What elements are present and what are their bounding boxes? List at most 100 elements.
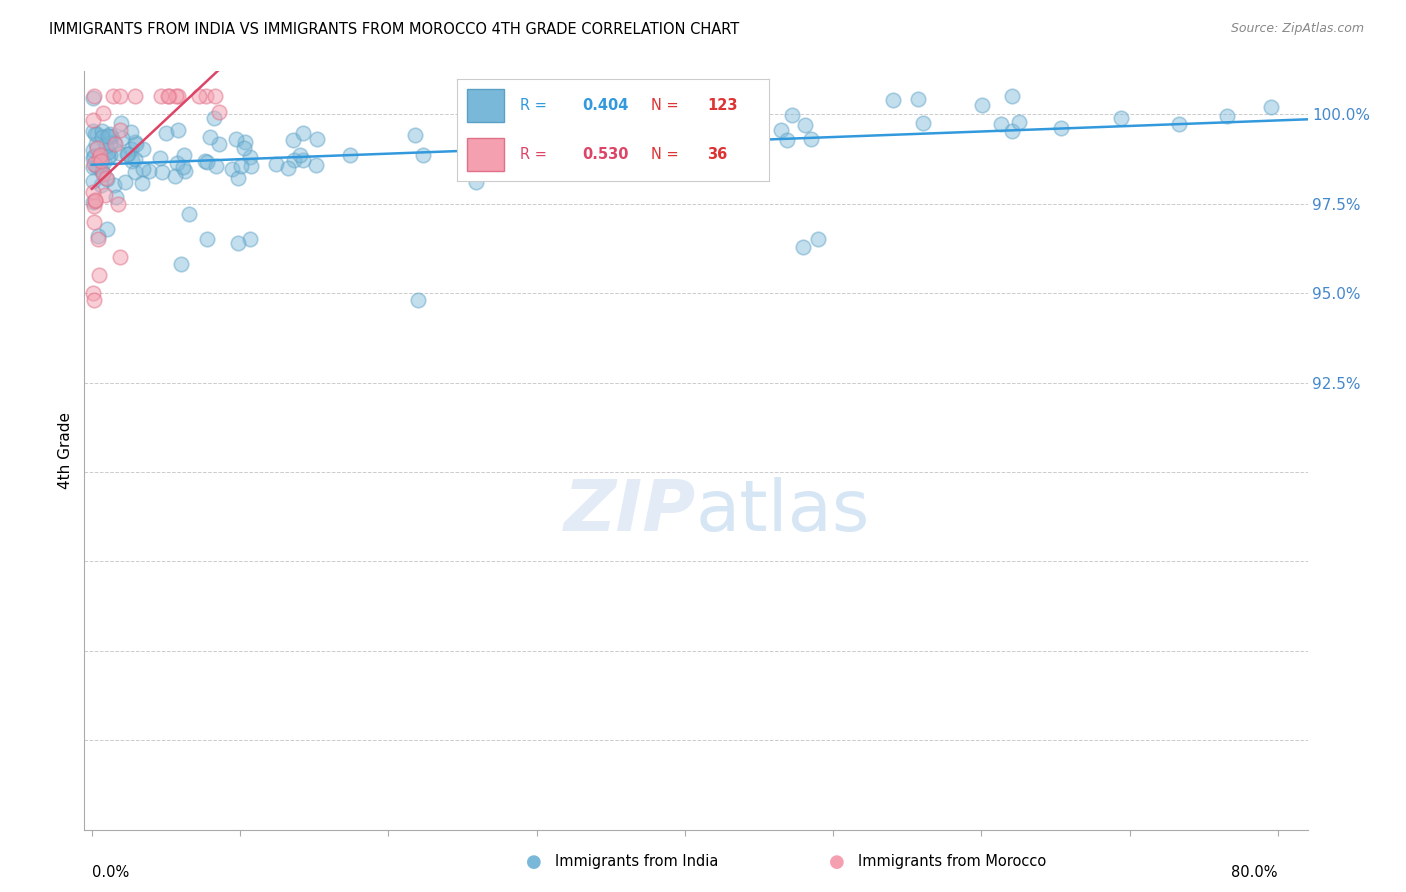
Point: [239, 150, 262, 164]
Text: ●: ●: [526, 853, 543, 871]
Point: [155, 126, 177, 140]
Point: [82, 286, 104, 301]
Point: [86, 127, 108, 141]
Text: IMMIGRANTS FROM INDIA VS IMMIGRANTS FROM MOROCCO 4TH GRADE CORRELATION CHART: IMMIGRANTS FROM INDIA VS IMMIGRANTS FROM…: [49, 22, 740, 37]
Point: [89, 148, 111, 162]
Point: [195, 155, 218, 169]
Point: [97, 150, 120, 164]
Point: [87, 151, 110, 165]
Point: [288, 148, 311, 162]
Point: [202, 111, 225, 125]
Point: [86, 140, 108, 154]
Point: [82, 143, 104, 157]
Point: [226, 235, 249, 250]
Point: [83, 89, 105, 103]
Point: [82, 123, 104, 137]
Point: [82, 185, 104, 199]
Point: [339, 148, 361, 162]
Point: [229, 159, 252, 173]
Text: 80.0%: 80.0%: [1232, 865, 1278, 880]
Text: atlas: atlas: [696, 476, 870, 546]
Point: [98, 127, 121, 141]
Point: [91, 130, 114, 145]
Point: [503, 112, 526, 126]
Point: [170, 258, 193, 272]
Point: [283, 153, 305, 168]
Point: [776, 133, 799, 147]
Point: [620, 133, 643, 147]
Point: [83, 157, 105, 171]
Point: [205, 159, 228, 173]
Point: [1008, 115, 1031, 129]
Point: [124, 89, 146, 103]
Point: [90, 163, 112, 178]
Point: [174, 164, 197, 178]
Point: [239, 159, 262, 173]
Point: [108, 145, 131, 160]
Point: [179, 207, 201, 221]
Point: [166, 89, 188, 103]
Point: [194, 153, 217, 168]
Point: [98, 148, 121, 162]
Point: [1049, 121, 1071, 136]
Point: [166, 155, 188, 169]
Y-axis label: 4th Grade: 4th Grade: [58, 412, 73, 489]
Point: [111, 130, 134, 145]
Text: Immigrants from Morocco: Immigrants from Morocco: [858, 855, 1046, 869]
Point: [291, 126, 314, 140]
Point: [117, 146, 139, 161]
Point: [187, 89, 209, 103]
Point: [780, 108, 803, 122]
Point: [1260, 100, 1282, 114]
Point: [292, 153, 315, 168]
Point: [406, 293, 429, 308]
Point: [84, 194, 107, 208]
Point: [911, 116, 934, 130]
Point: [103, 136, 125, 150]
Point: [208, 105, 231, 120]
Point: [661, 126, 683, 140]
Point: [93, 145, 115, 160]
Point: [114, 175, 136, 189]
Point: [96, 221, 118, 235]
Point: [150, 165, 173, 179]
Point: [101, 89, 124, 103]
Point: [165, 89, 187, 103]
Point: [108, 250, 131, 264]
Point: [1111, 111, 1133, 125]
Point: [82, 91, 104, 105]
Point: [104, 190, 127, 204]
Point: [465, 175, 488, 189]
Point: [90, 178, 112, 192]
Point: [208, 137, 231, 152]
Point: [990, 117, 1012, 131]
Point: [305, 159, 328, 173]
Point: [149, 151, 172, 165]
Point: [94, 139, 117, 153]
Point: [97, 129, 120, 144]
Point: [970, 97, 993, 112]
Point: [117, 147, 139, 161]
Point: [157, 89, 180, 103]
Point: [84, 127, 107, 141]
Point: [124, 165, 146, 179]
Point: [100, 130, 122, 145]
Text: ZIP: ZIP: [564, 476, 696, 546]
Point: [83, 148, 105, 162]
Point: [91, 167, 114, 181]
Point: [94, 187, 117, 202]
Point: [83, 199, 105, 213]
Point: [82, 174, 104, 188]
Point: [87, 268, 110, 283]
Point: [173, 147, 195, 161]
Point: [233, 141, 256, 155]
Point: [86, 159, 108, 173]
Point: [138, 164, 160, 178]
Point: [1001, 124, 1024, 138]
Point: [612, 99, 634, 113]
Point: [718, 135, 741, 149]
Text: Source: ZipAtlas.com: Source: ZipAtlas.com: [1230, 22, 1364, 36]
Point: [149, 89, 172, 103]
Point: [104, 137, 127, 152]
Point: [239, 232, 262, 246]
